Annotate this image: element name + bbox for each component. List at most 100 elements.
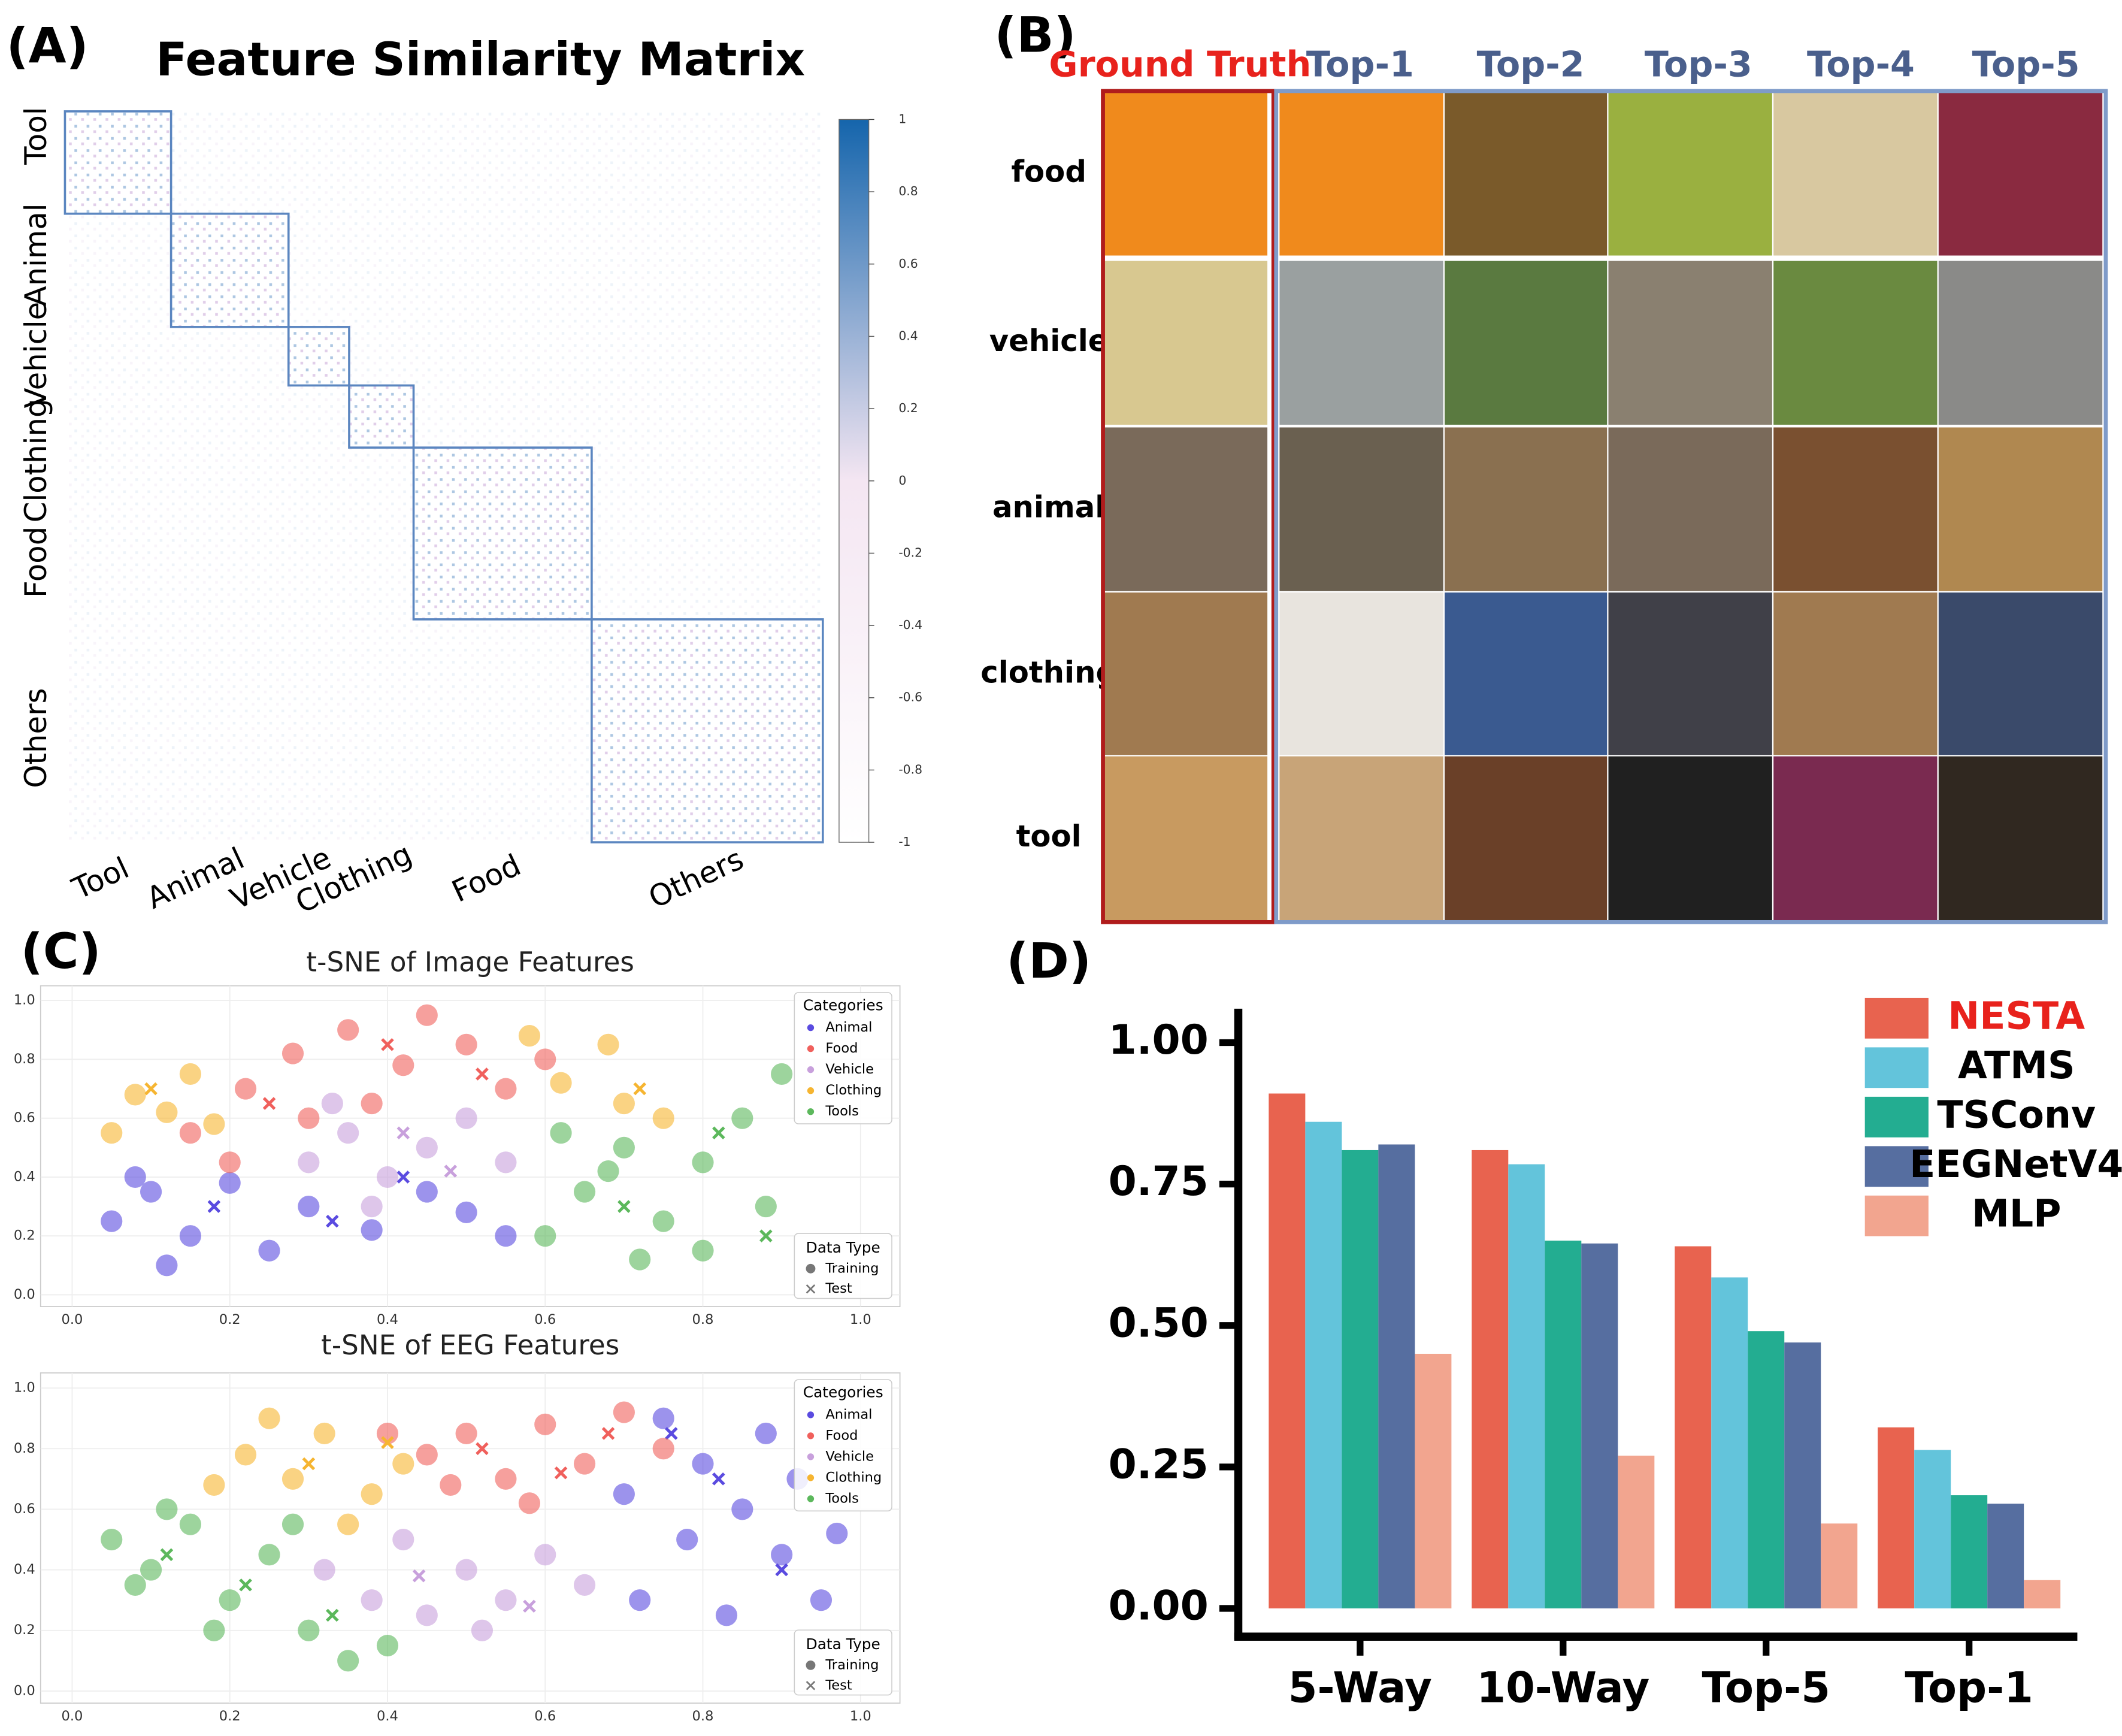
test-cross (396, 1126, 410, 1140)
point (771, 1063, 793, 1085)
legend-label: Vehicle (825, 1061, 874, 1077)
point (455, 1107, 477, 1129)
point (156, 1254, 178, 1277)
legend-label: Training (825, 1657, 879, 1673)
legend-marker (806, 1284, 816, 1294)
test-cross (381, 1038, 394, 1051)
point (219, 1151, 241, 1174)
point (755, 1422, 777, 1445)
point (495, 1151, 517, 1174)
test-point (601, 1427, 615, 1440)
block (169, 212, 290, 328)
point (455, 1559, 477, 1581)
y-tick-label: 0.4 (14, 1169, 35, 1184)
legend-box (794, 992, 892, 1124)
test-point (207, 1200, 221, 1213)
legend-label: ATMS (1958, 1043, 2075, 1087)
test-cross (712, 1126, 725, 1140)
x-tick-label: 5-Way (1288, 1664, 1432, 1713)
image-thumbnail (1278, 259, 1445, 427)
legend-title: Categories (803, 996, 883, 1014)
legend-label: Tools (825, 1490, 859, 1506)
image-thumbnail (1607, 755, 1774, 922)
panel-label: (C) (21, 923, 101, 980)
bar (1821, 1523, 1858, 1608)
point (337, 1650, 359, 1672)
column-header: Top-3 (1645, 43, 1752, 84)
point (101, 1122, 123, 1144)
legend-swatch (1864, 997, 1929, 1039)
test-point (617, 1200, 631, 1213)
bar (1784, 1342, 1821, 1608)
point (392, 1453, 414, 1475)
legend-box (794, 1629, 892, 1696)
plot-area (40, 1372, 901, 1704)
point (124, 1084, 146, 1106)
image-thumbnail (1102, 755, 1269, 922)
bar (1581, 1243, 1618, 1608)
image-thumbnail (1102, 426, 1269, 593)
image-thumbnail (1102, 90, 1269, 257)
test-cross (523, 1599, 536, 1613)
row-label: food (1011, 154, 1086, 189)
bar (1711, 1277, 1748, 1608)
test-cross (144, 1082, 158, 1096)
point (156, 1101, 178, 1123)
point (179, 1513, 201, 1535)
bar (1508, 1164, 1545, 1608)
y-tick-label: 0.0 (14, 1683, 35, 1698)
colorbar-tick-label: 0.8 (898, 184, 918, 198)
legend-label: Clothing (825, 1082, 882, 1098)
row-label: Clothing (19, 398, 53, 522)
bar (1378, 1144, 1415, 1608)
point (715, 1604, 738, 1626)
point (495, 1589, 517, 1611)
y-tick-label: 0.6 (14, 1501, 35, 1517)
test-point (302, 1457, 316, 1471)
test-point (381, 1436, 394, 1449)
test-cross (381, 1436, 394, 1449)
legend-label: Test (825, 1677, 852, 1693)
legend-label: Animal (825, 1020, 872, 1035)
point (179, 1225, 201, 1247)
test-point (412, 1569, 426, 1583)
test-cross (633, 1082, 647, 1096)
panel-label: (D) (1006, 933, 1091, 990)
point (258, 1239, 280, 1262)
image-thumbnail (1607, 426, 1774, 593)
legend-marker (807, 1108, 815, 1115)
point (416, 1136, 438, 1159)
y-tick-label: 0.75 (1109, 1157, 1209, 1205)
legend-box (794, 1233, 892, 1299)
legend-swatch (1864, 1146, 1929, 1187)
legend-box (794, 1379, 892, 1512)
legend-label: Training (825, 1260, 879, 1276)
point (101, 1210, 123, 1232)
point (361, 1589, 383, 1611)
test-point (775, 1563, 788, 1577)
image-thumbnail (1278, 755, 1445, 922)
x-tick-label: 0.2 (219, 1708, 241, 1724)
test-cross (262, 1097, 276, 1110)
point (652, 1438, 674, 1460)
test-cross (444, 1165, 458, 1178)
test-cross (302, 1457, 316, 1471)
test-cross (326, 1214, 339, 1228)
x-tick-label: 1.0 (850, 1708, 871, 1724)
test-cross (326, 1608, 339, 1622)
test-point (326, 1608, 339, 1622)
point (337, 1513, 359, 1535)
image-thumbnail (1937, 591, 2104, 758)
point (376, 1634, 399, 1657)
image-thumbnail (1937, 426, 2104, 593)
column-header: Ground Truth (1049, 43, 1311, 84)
point (281, 1042, 304, 1064)
row-label: animal (992, 490, 1105, 525)
point (416, 1444, 438, 1466)
legend-title: Data Type (806, 1635, 880, 1653)
point (771, 1544, 793, 1566)
image-thumbnail (1772, 90, 1939, 257)
point (234, 1444, 257, 1466)
legend-label: Vehicle (825, 1448, 874, 1464)
bar (1914, 1450, 1951, 1608)
